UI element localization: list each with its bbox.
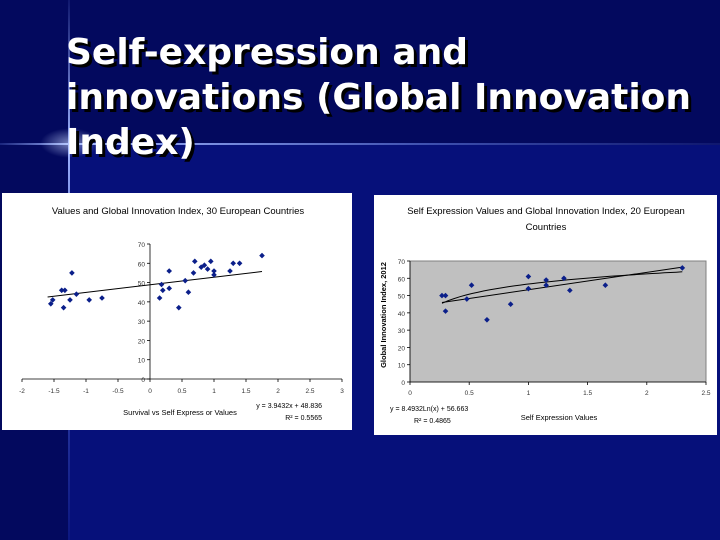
x-tick-label: 2 (645, 390, 649, 397)
data-point (166, 268, 172, 274)
data-point (227, 268, 233, 274)
data-point (176, 304, 182, 311)
chart-b-svg: Self Expression Values and Global Innova… (379, 206, 711, 425)
x-tick-label: 1.5 (583, 390, 592, 397)
y-tick-label: 30 (398, 328, 406, 335)
x-tick-label: 0.5 (465, 390, 474, 397)
chart-a-svg: Values and Global Innovation Index, 30 E… (19, 206, 344, 422)
x-tick-label: 0 (408, 390, 412, 397)
trendline-equation: y = 3.9432x + 48.836 (256, 403, 322, 410)
y-tick-label: 60 (398, 276, 406, 283)
data-point (67, 297, 73, 303)
data-point (73, 291, 80, 297)
y-axis-label: Global Innovation Index, 2012 (379, 262, 388, 368)
decorative-glow (40, 128, 100, 158)
data-point (160, 287, 166, 294)
y-tick-label: 20 (398, 345, 406, 352)
trendline-equation: R² = 0.5565 (285, 415, 322, 422)
data-point (259, 252, 265, 259)
y-tick-label: 70 (398, 259, 406, 266)
decorative-horizontal-line (0, 143, 720, 145)
data-point (62, 287, 68, 294)
data-point (236, 260, 243, 267)
trendline-equation: R² = 0.4865 (414, 418, 451, 425)
data-point (543, 282, 549, 288)
data-point (602, 282, 609, 288)
data-point (464, 296, 470, 302)
trendline-equation: y = 8.4932Ln(x) + 56.663 (390, 406, 468, 413)
x-tick-label: 1 (212, 388, 216, 395)
y-tick-label: 0 (141, 377, 145, 384)
x-tick-label: 0.5 (177, 388, 186, 395)
x-tick-label: -1.5 (48, 388, 60, 395)
y-tick-label: 50 (138, 281, 146, 288)
data-point (99, 295, 105, 301)
data-point (156, 295, 163, 301)
data-point (211, 272, 217, 278)
chart-title: Values and Global Innovation Index, 30 E… (52, 206, 305, 217)
x-tick-label: -2 (19, 388, 25, 395)
trendline-log (441, 271, 683, 304)
y-tick-label: 10 (398, 363, 406, 370)
data-point (182, 277, 188, 284)
data-point (543, 277, 549, 283)
x-tick-label: -1 (83, 388, 89, 395)
y-tick-label: 60 (138, 261, 146, 268)
data-point (204, 266, 211, 272)
data-point (679, 265, 686, 271)
data-point (561, 275, 567, 282)
y-tick-label: 50 (398, 294, 406, 301)
data-point (507, 301, 514, 308)
y-tick-label: 30 (138, 319, 146, 326)
data-point (525, 285, 532, 292)
background-top-band (0, 0, 720, 145)
slide-title: Self-expression and innovations (Global … (66, 32, 692, 163)
data-point (208, 258, 214, 265)
x-tick-label: 1 (527, 390, 531, 397)
data-point (230, 260, 236, 267)
trendline-linear (47, 271, 263, 298)
x-tick-label: 1.5 (241, 388, 250, 395)
x-tick-label: -0.5 (112, 388, 124, 395)
x-axis-label: Self Expression Values (521, 413, 598, 422)
data-point (60, 304, 67, 311)
data-point (190, 270, 197, 276)
data-point (69, 270, 75, 276)
x-tick-label: 2.5 (305, 388, 314, 395)
x-tick-label: 2.5 (701, 390, 710, 397)
chart-title: Countries (526, 222, 567, 233)
x-tick-label: 3 (340, 388, 344, 395)
y-tick-label: 70 (138, 242, 146, 249)
plot-area (409, 260, 707, 383)
y-tick-label: 40 (138, 300, 146, 307)
trendline-linear (441, 266, 683, 303)
y-tick-label: 20 (138, 338, 146, 345)
chart-values-gii-30-countries: Values and Global Innovation Index, 30 E… (2, 193, 352, 430)
chart-title: Self Expression Values and Global Innova… (407, 206, 685, 217)
data-point (211, 268, 217, 274)
data-point (158, 281, 165, 288)
data-point (86, 297, 92, 303)
x-tick-label: 0 (148, 388, 152, 395)
data-point (567, 287, 573, 294)
y-tick-label: 40 (398, 311, 406, 318)
y-tick-label: 10 (138, 358, 146, 365)
x-tick-label: 2 (276, 388, 280, 395)
data-point (166, 285, 172, 292)
data-point (192, 258, 198, 265)
chart-self-expression-gii-20-countries: Self Expression Values and Global Innova… (374, 195, 717, 435)
data-point (185, 289, 192, 296)
data-point (525, 273, 532, 280)
x-axis-label: Survival vs Self Express or Values (123, 408, 237, 417)
y-tick-label: 0 (401, 380, 405, 387)
